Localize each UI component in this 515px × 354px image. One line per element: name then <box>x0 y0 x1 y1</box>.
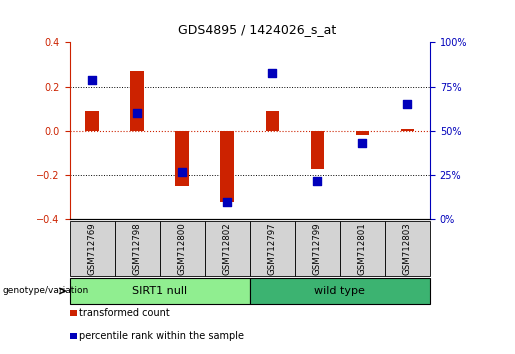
Text: transformed count: transformed count <box>79 308 169 318</box>
Bar <box>266 111 279 131</box>
Text: GDS4895 / 1424026_s_at: GDS4895 / 1424026_s_at <box>178 23 337 36</box>
Point <box>268 70 277 75</box>
FancyBboxPatch shape <box>250 278 430 304</box>
FancyBboxPatch shape <box>114 221 160 276</box>
Text: GSM712802: GSM712802 <box>223 222 232 275</box>
Text: GSM712801: GSM712801 <box>358 222 367 275</box>
FancyBboxPatch shape <box>340 221 385 276</box>
Point <box>178 169 186 175</box>
Text: GSM712769: GSM712769 <box>88 222 96 275</box>
Text: GSM712800: GSM712800 <box>178 222 186 275</box>
Text: SIRT1 null: SIRT1 null <box>132 286 187 296</box>
Point <box>223 199 231 205</box>
FancyBboxPatch shape <box>295 221 340 276</box>
FancyBboxPatch shape <box>205 221 250 276</box>
Point <box>358 141 367 146</box>
Point <box>313 178 321 183</box>
Bar <box>70 333 77 339</box>
Point <box>133 110 141 116</box>
Bar <box>85 111 99 131</box>
Bar <box>130 71 144 131</box>
Text: wild type: wild type <box>315 286 365 296</box>
Point <box>88 77 96 82</box>
Bar <box>176 131 189 186</box>
Bar <box>70 310 77 316</box>
Bar <box>356 131 369 136</box>
Bar <box>401 129 414 131</box>
Bar <box>311 131 324 169</box>
FancyBboxPatch shape <box>250 221 295 276</box>
FancyBboxPatch shape <box>385 221 430 276</box>
Bar <box>220 131 234 202</box>
Text: genotype/variation: genotype/variation <box>3 286 89 296</box>
Text: GSM712803: GSM712803 <box>403 222 412 275</box>
Text: GSM712799: GSM712799 <box>313 222 322 275</box>
Text: GSM712798: GSM712798 <box>133 222 142 275</box>
FancyBboxPatch shape <box>70 278 250 304</box>
FancyBboxPatch shape <box>160 221 205 276</box>
Text: GSM712797: GSM712797 <box>268 222 277 275</box>
FancyBboxPatch shape <box>70 221 114 276</box>
Text: percentile rank within the sample: percentile rank within the sample <box>79 331 244 341</box>
Point <box>403 102 411 107</box>
